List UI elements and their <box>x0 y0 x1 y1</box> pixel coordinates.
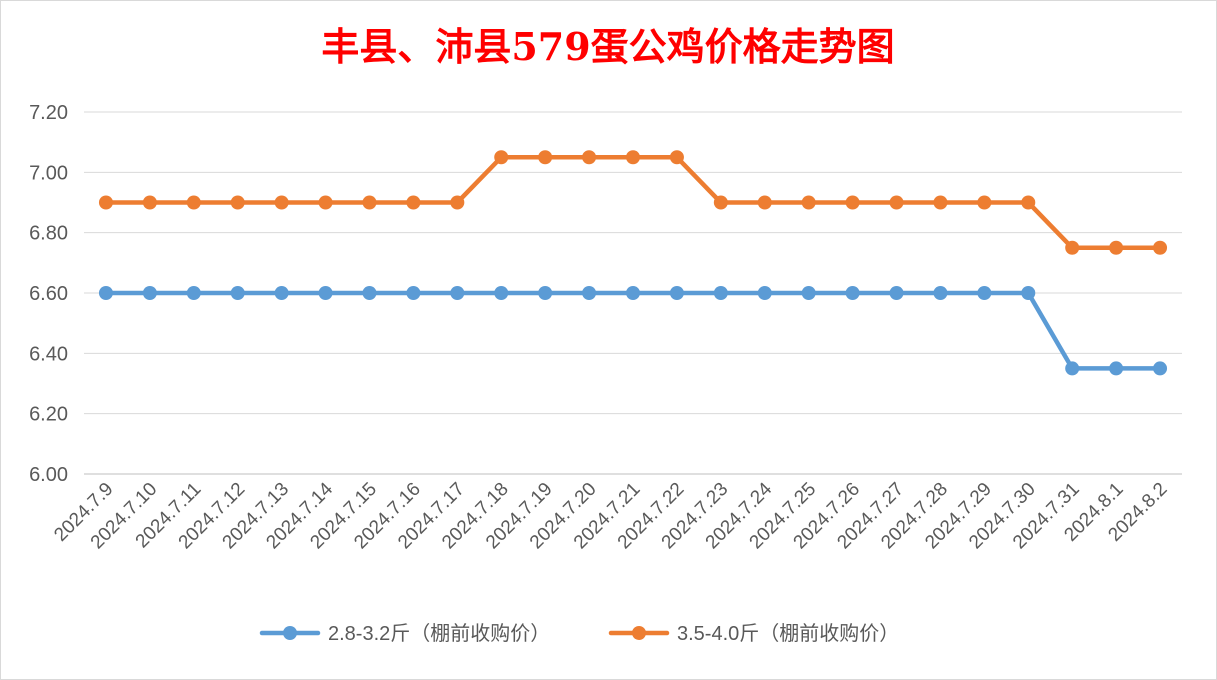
data-point <box>318 286 333 300</box>
data-point <box>889 195 904 210</box>
data-point <box>1109 361 1124 376</box>
data-point <box>450 286 465 300</box>
legend-item-1: 2.8-3.2斤（棚前收购价） <box>259 622 550 645</box>
data-point <box>626 150 640 165</box>
data-point <box>274 286 289 300</box>
data-point <box>977 286 992 300</box>
data-point <box>186 195 201 210</box>
data-point <box>1153 361 1168 376</box>
data-point <box>1065 361 1080 376</box>
series-line <box>103 155 1163 251</box>
data-point <box>362 195 377 210</box>
data-point <box>713 195 728 210</box>
data-point <box>1065 240 1080 255</box>
data-point <box>1153 240 1168 255</box>
data-point <box>274 195 289 210</box>
data-point <box>845 195 860 210</box>
plot-series <box>98 150 1168 376</box>
series-line <box>103 290 1163 371</box>
y-tick-label: 7.20 <box>29 102 68 124</box>
legend-swatch-marker <box>632 626 646 640</box>
data-point <box>186 286 201 300</box>
y-tick-label: 6.40 <box>29 343 68 365</box>
data-point <box>801 195 816 210</box>
data-point <box>538 286 553 300</box>
data-point <box>713 286 728 300</box>
data-point <box>450 195 465 210</box>
data-point <box>1021 286 1036 300</box>
data-point <box>801 286 816 300</box>
data-point <box>142 195 157 210</box>
y-tick-label: 6.20 <box>29 404 68 426</box>
data-point <box>1021 195 1036 210</box>
data-point <box>669 150 684 165</box>
data-point <box>757 195 772 210</box>
chart-title: 丰县、沛县579蛋公鸡价格走势图 <box>321 24 894 69</box>
y-tick-label: 7.00 <box>29 162 68 184</box>
data-point <box>494 150 509 165</box>
data-point <box>669 286 684 300</box>
data-point <box>98 286 113 300</box>
data-point <box>582 150 597 165</box>
data-point <box>977 195 992 210</box>
data-point <box>318 195 333 210</box>
legend-swatch-marker <box>283 626 297 640</box>
axes: 6.006.206.406.606.807.007.202024.7.92024… <box>29 102 1172 553</box>
y-tick-label: 6.80 <box>29 223 68 245</box>
data-point <box>626 286 640 300</box>
data-point <box>538 150 553 165</box>
data-point <box>933 286 948 300</box>
data-point <box>362 286 377 300</box>
legend-item-2: 3.5-4.0斤（棚前收购价） <box>608 622 899 645</box>
data-point <box>230 195 245 210</box>
data-point <box>230 286 245 300</box>
data-point <box>98 195 113 210</box>
data-point <box>406 286 421 300</box>
legend: 2.8-3.2斤（棚前收购价） 3.5-4.0斤（棚前收购价） <box>259 622 899 645</box>
data-point <box>406 195 421 210</box>
legend-label: 2.8-3.2斤（棚前收购价） <box>328 622 550 645</box>
data-point <box>582 286 597 300</box>
y-tick-label: 6.00 <box>29 464 68 486</box>
data-point <box>142 286 157 300</box>
data-point <box>933 195 948 210</box>
series-1 <box>98 286 1168 376</box>
data-point <box>757 286 772 300</box>
legend-label: 3.5-4.0斤（棚前收购价） <box>677 622 899 645</box>
gridlines <box>84 111 1182 475</box>
series-2 <box>98 150 1168 255</box>
data-point <box>494 286 509 300</box>
y-tick-label: 6.60 <box>29 283 68 305</box>
data-point <box>845 286 860 300</box>
data-point <box>1109 240 1124 255</box>
data-point <box>889 286 904 300</box>
